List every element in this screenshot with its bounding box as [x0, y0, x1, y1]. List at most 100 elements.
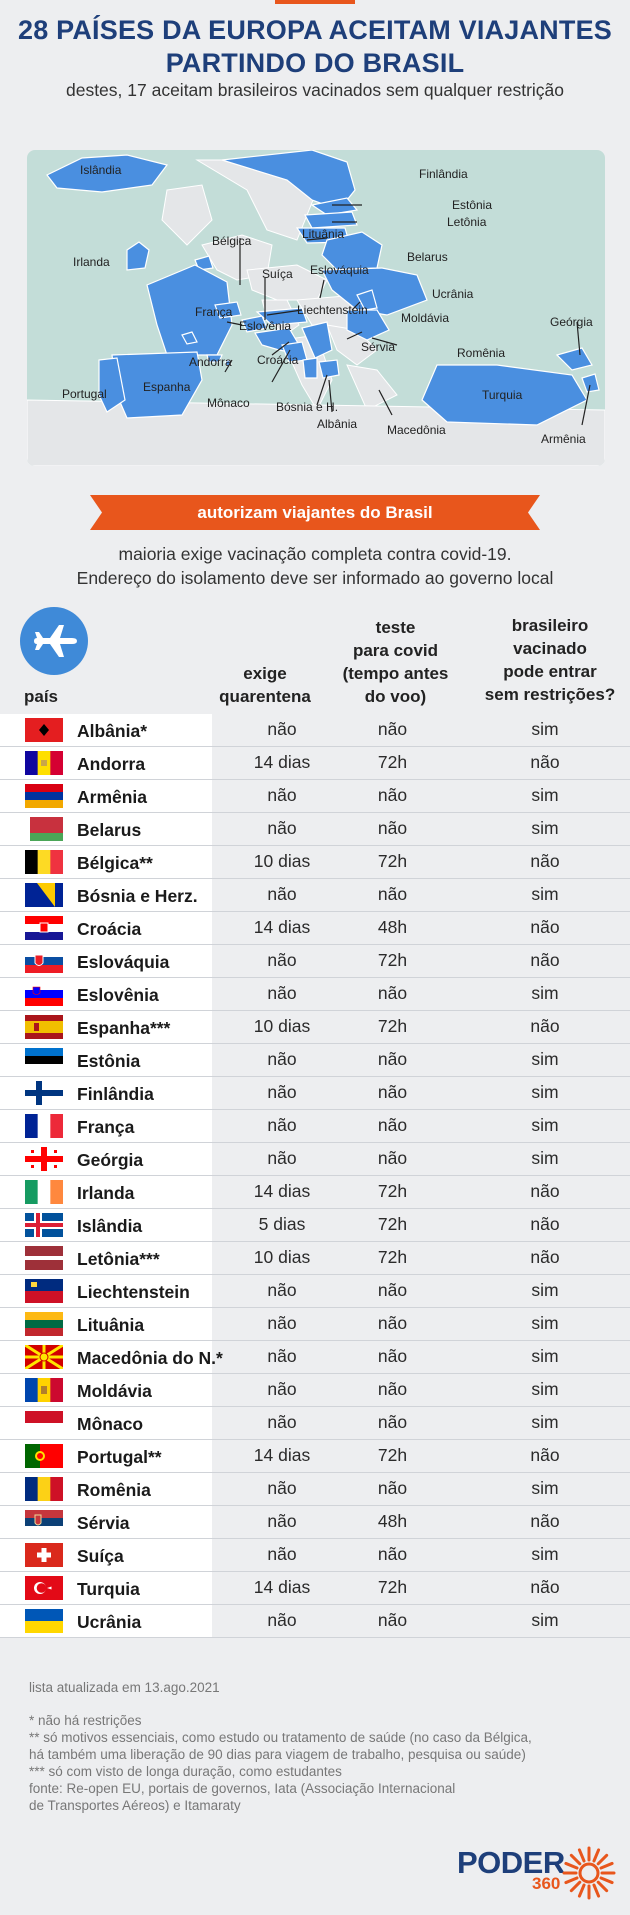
country-name: Mônaco: [77, 1414, 144, 1434]
quarantine-value: não: [267, 1148, 297, 1168]
table-row: Lituânia não não sim: [0, 1308, 630, 1341]
test-value: 72h: [377, 1445, 408, 1465]
poder360-logo: PODER 360: [457, 1845, 617, 1900]
test-value: 72h: [377, 1247, 408, 1267]
flag-icon: [25, 949, 63, 973]
footnotes: * não há restrições ** só motivos essenc…: [29, 1712, 532, 1814]
test-value: não: [377, 719, 408, 739]
col-header-country: país: [24, 687, 59, 706]
table-row: Sérvia não 48h não: [0, 1506, 630, 1539]
logo-brand: PODER: [457, 1845, 565, 1880]
flag-icon: [25, 850, 63, 874]
flag-icon: [25, 1510, 63, 1534]
country-name: Eslováquia: [77, 952, 170, 972]
quarantine-value: 14 dias: [253, 1577, 311, 1597]
table-row: Finlândia não não sim: [0, 1077, 630, 1110]
map-label-portugal: Portugal: [62, 387, 107, 401]
vaccinated-value: não: [530, 950, 560, 970]
country-cell: Moldávia: [0, 1374, 212, 1406]
col-quarantine-line-2: quarentena: [219, 687, 311, 706]
test-value: não: [377, 1610, 408, 1630]
table-row: Albânia* não não sim: [0, 714, 630, 747]
country-cell: Bósnia e Herz.: [0, 879, 212, 911]
map-label-bosnia: Bósnia e H.: [276, 400, 339, 414]
country-name: Islândia: [77, 1216, 143, 1236]
map-label-georgia: Geórgia: [550, 315, 593, 329]
vaccinated-value: sim: [531, 983, 559, 1003]
test-value: não: [377, 1148, 408, 1168]
country-cell: Islândia: [0, 1209, 212, 1241]
country-name: Suíça: [77, 1546, 124, 1566]
country-cell: França: [0, 1110, 212, 1142]
country-cell: Croácia: [0, 912, 212, 944]
flag-icon: [25, 916, 63, 940]
country-name: Armênia: [77, 787, 148, 807]
table-row: Espanha*** 10 dias 72h não: [0, 1011, 630, 1044]
map-label-finlandia: Finlândia: [419, 167, 468, 181]
vaccinated-value: sim: [531, 719, 559, 739]
vaccinated-value: sim: [531, 1610, 559, 1630]
logo-number: 360: [532, 1874, 561, 1893]
flag-icon: [25, 1246, 63, 1270]
vaccinated-value: sim: [531, 785, 559, 805]
col-test-line-2: para covid: [352, 641, 439, 660]
map-label-irlanda: Irlanda: [73, 255, 110, 269]
vaccinated-value: sim: [531, 1049, 559, 1069]
table-row: Moldávia não não sim: [0, 1374, 630, 1407]
country-name: Estônia: [77, 1051, 141, 1071]
vaccinated-value: não: [530, 917, 560, 937]
country-cell: Eslováquia: [0, 945, 212, 977]
test-value: não: [377, 884, 408, 904]
footnote-4: *** só com visto de longa duração, como …: [29, 1764, 342, 1779]
col-test-line-3: (tempo antes: [342, 664, 449, 683]
ribbon-shape: [90, 495, 540, 530]
quarantine-value: 14 dias: [253, 1445, 311, 1465]
vaccinated-value: não: [530, 1181, 560, 1201]
country-cell: Sérvia: [0, 1506, 212, 1538]
quarantine-value: não: [267, 1478, 297, 1498]
col-vacc-line-3: pode entrar: [503, 662, 597, 681]
table-row: Eslováquia não 72h não: [0, 945, 630, 978]
country-cell: Ucrânia: [0, 1605, 212, 1637]
flag-icon: [25, 817, 63, 841]
footnote-1: * não há restrições: [29, 1713, 142, 1728]
test-value: não: [377, 785, 408, 805]
test-value: não: [377, 818, 408, 838]
map-label-turquia: Turquia: [482, 388, 523, 402]
vaccinated-value: sim: [531, 1346, 559, 1366]
country-cell: Letônia***: [0, 1242, 212, 1274]
country-name: Espanha***: [77, 1018, 171, 1038]
country-cell: Macedônia do N.*: [0, 1341, 223, 1373]
vaccinated-value: sim: [531, 1148, 559, 1168]
country-name: Liechtenstein: [77, 1282, 190, 1302]
map-label-liechtenstein: Liechtenstein: [297, 303, 368, 317]
quarantine-value: 5 dias: [258, 1214, 306, 1234]
vaccinated-value: sim: [531, 1115, 559, 1135]
table-row: Letônia*** 10 dias 72h não: [0, 1242, 630, 1275]
test-value: 72h: [377, 1214, 408, 1234]
quarantine-value: não: [267, 1049, 297, 1069]
map-label-suica: Suíça: [262, 267, 293, 281]
table-row: Armênia não não sim: [0, 780, 630, 813]
page-title: 28 PAÍSES DA EUROPA ACEITAM VIAJANTES PA…: [0, 14, 630, 80]
country-name: Macedônia do N.*: [77, 1348, 223, 1368]
map-label-albania: Albânia: [317, 417, 358, 431]
country-cell: Belarus: [0, 813, 212, 845]
map-label-macedonia: Macedônia: [387, 423, 446, 437]
quarantine-value: não: [267, 1379, 297, 1399]
country-name: Albânia*: [77, 721, 148, 741]
flag-icon: [25, 1312, 63, 1336]
test-value: não: [377, 1544, 408, 1564]
map-label-moldavia: Moldávia: [401, 311, 450, 325]
map-label-ucrania: Ucrânia: [432, 287, 474, 301]
footnote-2: ** só motivos essenciais, como estudo ou…: [29, 1730, 532, 1745]
flag-icon: [25, 1147, 63, 1171]
country-name: Lituânia: [77, 1315, 145, 1335]
map-label-croacia: Croácia: [257, 353, 299, 367]
quarantine-value: 10 dias: [253, 1247, 311, 1267]
country-cell: Albânia*: [0, 714, 212, 746]
country-cell: Geórgia: [0, 1143, 212, 1175]
test-value: 72h: [377, 1181, 408, 1201]
country-name: Croácia: [77, 919, 142, 939]
col-test-line-4: do voo): [364, 687, 427, 706]
